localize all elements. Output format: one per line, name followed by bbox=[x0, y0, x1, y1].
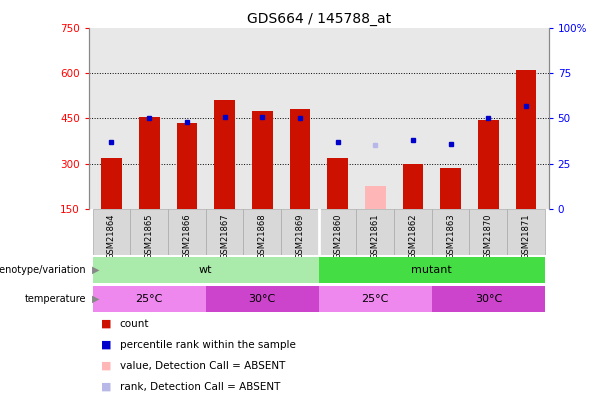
Text: GSM21870: GSM21870 bbox=[484, 213, 493, 259]
Text: GSM21871: GSM21871 bbox=[522, 213, 530, 259]
FancyBboxPatch shape bbox=[319, 286, 432, 312]
Bar bbox=[365, 186, 386, 209]
Text: GSM21865: GSM21865 bbox=[145, 213, 154, 259]
Text: ▶: ▶ bbox=[92, 294, 99, 304]
FancyBboxPatch shape bbox=[168, 209, 206, 255]
Bar bbox=[214, 100, 235, 209]
Bar bbox=[139, 117, 159, 209]
Text: 25°C: 25°C bbox=[135, 294, 163, 304]
Text: ▶: ▶ bbox=[92, 265, 99, 275]
FancyBboxPatch shape bbox=[243, 209, 281, 255]
FancyBboxPatch shape bbox=[507, 209, 545, 255]
Text: percentile rank within the sample: percentile rank within the sample bbox=[120, 340, 295, 350]
Bar bbox=[440, 168, 461, 209]
FancyBboxPatch shape bbox=[394, 209, 432, 255]
Text: 30°C: 30°C bbox=[249, 294, 276, 304]
Text: wt: wt bbox=[199, 265, 213, 275]
Text: rank, Detection Call = ABSENT: rank, Detection Call = ABSENT bbox=[120, 382, 280, 392]
Text: GSM21868: GSM21868 bbox=[257, 213, 267, 259]
Text: GSM21863: GSM21863 bbox=[446, 213, 455, 259]
Text: GSM21862: GSM21862 bbox=[408, 213, 417, 259]
FancyBboxPatch shape bbox=[93, 209, 131, 255]
FancyBboxPatch shape bbox=[319, 209, 356, 255]
FancyBboxPatch shape bbox=[206, 209, 243, 255]
FancyBboxPatch shape bbox=[356, 209, 394, 255]
FancyBboxPatch shape bbox=[470, 209, 507, 255]
Bar bbox=[478, 120, 499, 209]
FancyBboxPatch shape bbox=[93, 286, 206, 312]
Title: GDS664 / 145788_at: GDS664 / 145788_at bbox=[246, 12, 391, 26]
Text: count: count bbox=[120, 319, 149, 328]
FancyBboxPatch shape bbox=[93, 257, 319, 283]
Bar bbox=[252, 111, 273, 209]
Text: ■: ■ bbox=[101, 382, 112, 392]
Text: temperature: temperature bbox=[25, 294, 86, 304]
FancyBboxPatch shape bbox=[131, 209, 168, 255]
FancyBboxPatch shape bbox=[281, 209, 319, 255]
Text: value, Detection Call = ABSENT: value, Detection Call = ABSENT bbox=[120, 361, 285, 371]
Text: GSM21869: GSM21869 bbox=[295, 213, 305, 259]
Text: GSM21867: GSM21867 bbox=[220, 213, 229, 259]
Text: ■: ■ bbox=[101, 319, 112, 328]
Text: genotype/variation: genotype/variation bbox=[0, 265, 86, 275]
Text: GSM21861: GSM21861 bbox=[371, 213, 380, 259]
Bar bbox=[289, 109, 310, 209]
Text: GSM21866: GSM21866 bbox=[182, 213, 191, 259]
FancyBboxPatch shape bbox=[432, 209, 470, 255]
Bar bbox=[403, 164, 424, 209]
Text: GSM21864: GSM21864 bbox=[107, 213, 116, 259]
Text: ■: ■ bbox=[101, 340, 112, 350]
Text: mutant: mutant bbox=[411, 265, 452, 275]
FancyBboxPatch shape bbox=[319, 257, 545, 283]
FancyBboxPatch shape bbox=[432, 286, 545, 312]
Bar bbox=[516, 70, 536, 209]
Text: GSM21860: GSM21860 bbox=[333, 213, 342, 259]
Text: 25°C: 25°C bbox=[362, 294, 389, 304]
Bar bbox=[327, 158, 348, 209]
FancyBboxPatch shape bbox=[206, 286, 319, 312]
Text: 30°C: 30°C bbox=[474, 294, 502, 304]
Text: ■: ■ bbox=[101, 361, 112, 371]
Bar bbox=[101, 158, 122, 209]
Bar bbox=[177, 123, 197, 209]
